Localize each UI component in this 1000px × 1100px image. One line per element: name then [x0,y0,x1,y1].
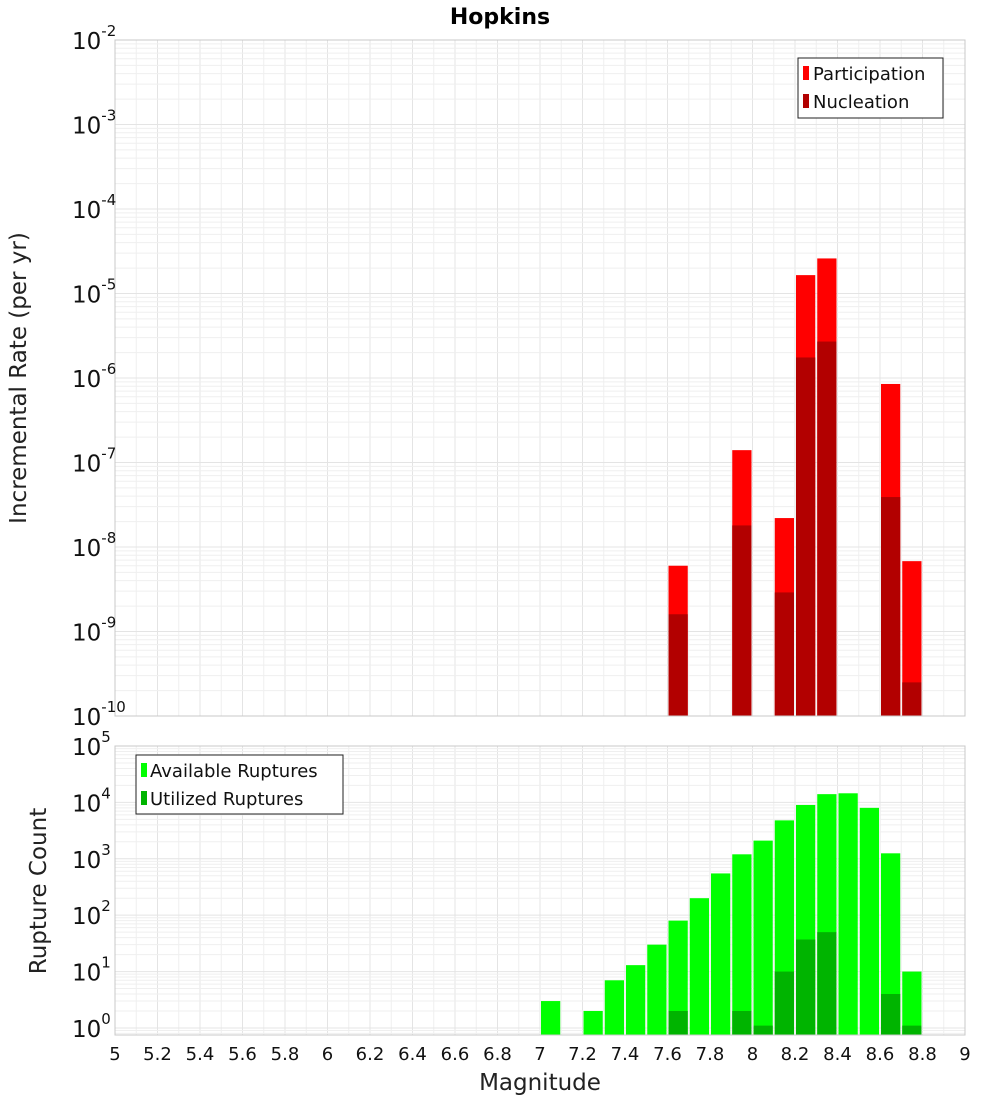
bottom-bar-available-ruptures [859,807,879,1035]
top-grid [114,39,966,717]
top-bar-nucleation [668,614,688,716]
x-tick-label: 6.6 [441,1044,470,1065]
bottom-bar-utilized-ruptures [732,1010,752,1035]
bottom-y-tick-label: 100 [72,1010,111,1043]
bottom-y-tick-label: 104 [72,784,111,817]
bottom-bar-available-ruptures [583,1010,603,1035]
top-y-tick-label: 10-9 [72,614,116,647]
bottom-bar-available-ruptures [902,971,922,1035]
x-tick-label: 5.8 [271,1044,300,1065]
legend-label-available: Available Ruptures [150,761,318,782]
bottom-bar-available-ruptures [732,854,752,1035]
bottom-bar-utilized-ruptures [774,971,794,1035]
x-tick-label: 8.8 [908,1044,937,1065]
top-y-tick-label: 10-2 [72,22,116,55]
x-tick-label: 5.2 [143,1044,172,1065]
top-y-axis-label: Incremental Rate (per yr) [6,232,32,524]
bottom-bar-available-ruptures [647,944,667,1035]
bottom-bar-utilized-ruptures [881,994,901,1035]
x-tick-label: 9 [959,1044,970,1065]
bottom-y-tick-label: 102 [72,897,111,930]
bottom-bar-available-ruptures [838,793,858,1035]
bottom-bar-utilized-ruptures [753,1025,773,1035]
bottom-bar-available-ruptures [711,873,731,1035]
top-y-tick-label: 10-6 [72,360,116,393]
x-tick-label: 7 [534,1044,545,1065]
top-bar-participation [902,561,922,716]
bottom-y-ticks: 100 101 102 103 104 105 [72,728,111,1043]
x-tick-label: 7.8 [696,1044,725,1065]
legend-swatch-participation [803,66,809,80]
top-y-tick-label: 10-5 [72,276,116,309]
top-bar-nucleation [902,682,922,716]
legend-swatch-available [141,763,147,777]
x-tick-label: 7.2 [568,1044,597,1065]
top-panel: 10-10 10-9 10-8 10-7 10-6 10-5 10-4 10-3 10-2 In… [6,22,966,731]
legend-label-participation: Participation [813,64,925,85]
top-y-ticks: 10-10 10-9 10-8 10-7 10-6 10-5 10-4 10-3 10-2 [72,22,126,731]
bottom-y-tick-label: 103 [72,841,111,874]
top-bars [668,258,922,716]
top-y-tick-label: 10-3 [72,107,116,140]
legend-swatch-utilized [141,791,147,805]
x-tick-label: 6.2 [356,1044,385,1065]
bottom-bar-available-ruptures [541,1001,561,1035]
top-plot-frame [114,39,966,717]
top-bar-nucleation [774,592,794,716]
x-tick-label: 7.6 [653,1044,682,1065]
top-y-tick-label: 10-4 [72,191,116,224]
top-bar-nucleation [732,525,752,716]
x-axis-label: Magnitude [479,1070,601,1096]
legend-label-nucleation: Nucleation [813,92,909,113]
x-tick-label: 8.2 [781,1044,810,1065]
x-tick-label: 6.4 [398,1044,427,1065]
bottom-bars [541,793,922,1035]
chart-title: Hopkins [450,5,550,30]
legend-label-utilized: Utilized Ruptures [150,789,303,810]
top-bar-nucleation [881,497,901,716]
top-bar-nucleation [817,341,837,716]
legend-swatch-nucleation [803,94,809,108]
bottom-y-tick-label: 105 [72,728,111,761]
bottom-y-axis-label: Rupture Count [26,808,52,974]
top-y-tick-label: 10-10 [72,698,126,731]
bottom-panel: 100 101 102 103 104 105 5 5.2 5.4 5.6 5.8 6 6.2 6.4 6… [26,728,971,1096]
x-tick-labels: 5 5.2 5.4 5.6 5.8 6 6.2 6.4 6.6 6.8 7 7.2 7.4 7.6 7.8 8… [109,1044,970,1065]
x-tick-label: 5.4 [186,1044,215,1065]
bottom-bar-available-ruptures [689,898,709,1035]
bottom-bar-available-ruptures [753,840,773,1035]
top-y-tick-label: 10-7 [72,445,116,478]
x-tick-label: 6.8 [483,1044,512,1065]
bottom-plot-frame [114,745,966,1036]
x-tick-label: 8.4 [823,1044,852,1065]
top-legend: Participation Nucleation [797,57,944,119]
x-tick-label: 8.6 [866,1044,895,1065]
bottom-bar-available-ruptures [604,980,624,1035]
x-tick-label: 5 [109,1044,120,1065]
bottom-y-tick-label: 101 [72,954,111,987]
bottom-bar-utilized-ruptures [817,932,837,1035]
x-tick-label: 6 [322,1044,333,1065]
bottom-legend-box [135,754,344,815]
bottom-bar-available-ruptures [881,853,901,1035]
x-tick-label: 5.6 [228,1044,257,1065]
bottom-bar-available-ruptures [668,920,688,1035]
bottom-bar-available-ruptures [626,965,646,1035]
x-tick-label: 7.4 [611,1044,640,1065]
bottom-bar-utilized-ruptures [902,1025,922,1035]
bottom-bar-utilized-ruptures [668,1010,688,1035]
top-bar-nucleation [796,357,816,716]
bottom-legend: Available Ruptures Utilized Ruptures [135,754,344,815]
bottom-bar-utilized-ruptures [796,939,816,1035]
top-legend-box [797,57,944,119]
top-y-tick-label: 10-8 [72,529,116,562]
x-tick-label: 8 [747,1044,758,1065]
